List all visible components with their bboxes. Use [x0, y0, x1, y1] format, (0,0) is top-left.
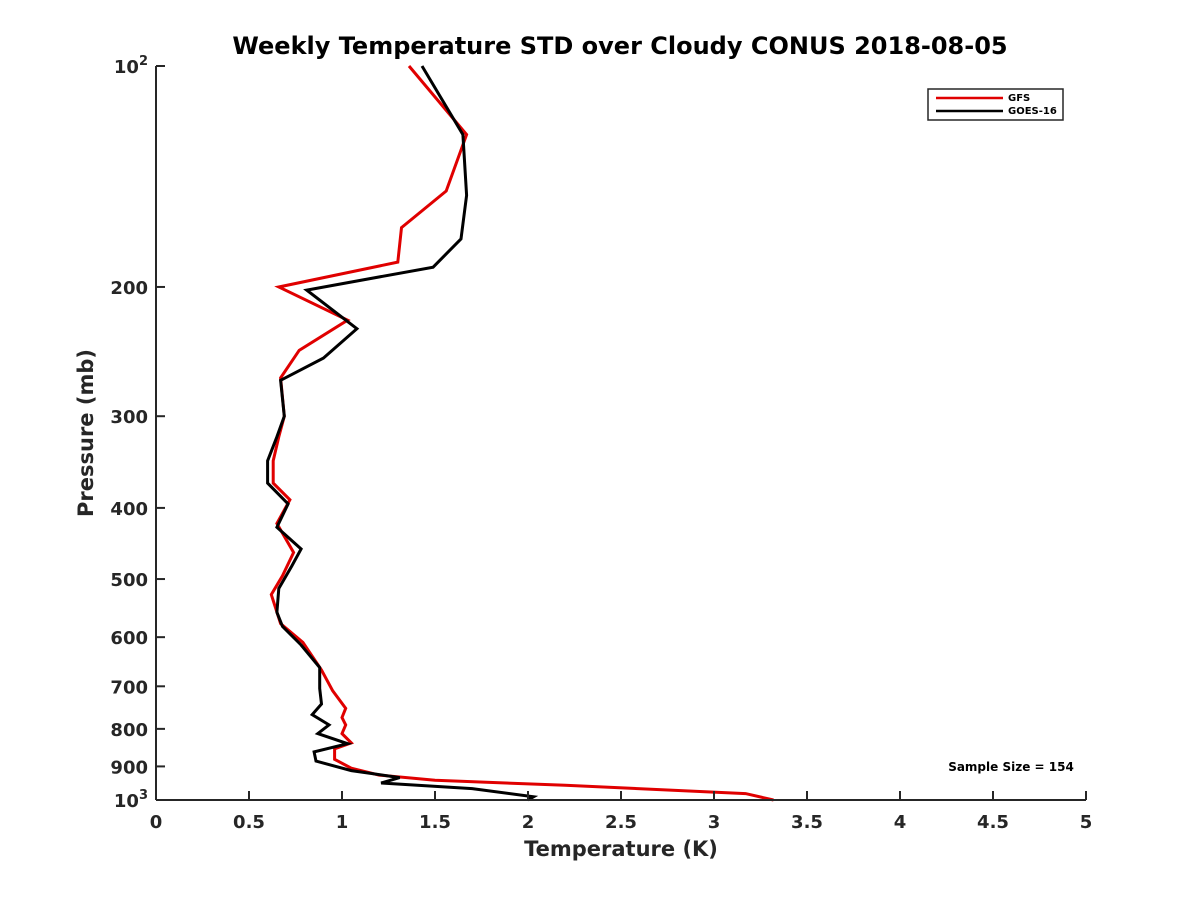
legend-box [927, 88, 1064, 121]
y-ticks: 102 200 300 400 500 600 700 800 900 103 [110, 54, 165, 812]
series-line-gfs [269, 65, 774, 802]
sample-size-annotation: Sample Size = 154 [948, 760, 1074, 774]
y-tick-label: 300 [110, 407, 148, 428]
x-ticks: 0 0.5 1 1.5 2 2.5 3 3.5 4 4.5 5 [150, 791, 1093, 833]
x-axis-label: Temperature (K) [524, 837, 718, 861]
legend: GFS GOES-16 [927, 88, 1064, 121]
y-axis-label: Pressure (mb) [74, 349, 98, 517]
y-tick-label: 500 [110, 570, 148, 591]
x-tick-label: 1.5 [419, 812, 451, 833]
x-tick-label: 5 [1080, 812, 1093, 833]
x-tick-label: 3.5 [791, 812, 823, 833]
y-tick-label: 400 [110, 499, 148, 520]
y-tick-label: 600 [110, 628, 148, 649]
x-tick-label: 2.5 [605, 812, 637, 833]
legend-label-goes16: GOES-16 [1008, 106, 1057, 117]
chart-title: Weekly Temperature STD over Cloudy CONUS… [232, 32, 1007, 60]
x-tick-label: 3 [708, 812, 721, 833]
y-tick-label: 103 [114, 788, 148, 812]
axes [155, 66, 1086, 801]
y-tick-label: 102 [114, 54, 148, 78]
x-tick-label: 1 [336, 812, 349, 833]
series-line-goes16 [266, 65, 539, 802]
x-tick-label: 0 [150, 812, 163, 833]
x-tick-label: 4 [894, 812, 907, 833]
y-tick-label: 800 [110, 720, 148, 741]
legend-label-gfs: GFS [1008, 93, 1030, 104]
plot-lines [266, 65, 774, 802]
y-tick-label: 900 [110, 757, 148, 778]
y-tick-label: 200 [110, 278, 148, 299]
x-tick-label: 0.5 [233, 812, 265, 833]
x-tick-label: 2 [522, 812, 535, 833]
y-tick-label: 700 [110, 677, 148, 698]
x-tick-label: 4.5 [977, 812, 1009, 833]
